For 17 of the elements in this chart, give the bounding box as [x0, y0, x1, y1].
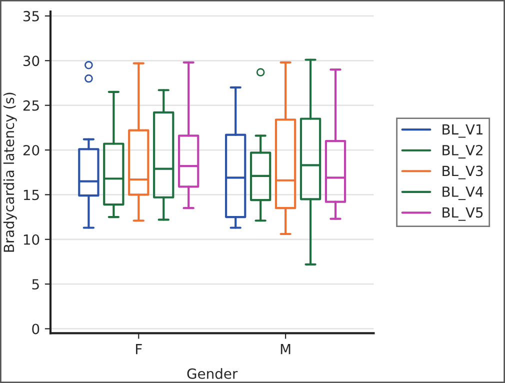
y-axis-title: Bradycardia latency (s) [3, 92, 17, 252]
x-tick-label: M [280, 344, 290, 354]
y-tick-label: 35 [23, 10, 39, 22]
y-tick-label: 25 [23, 100, 39, 111]
legend-label: BL_V4 [442, 186, 484, 200]
y-tick-label: 0 [32, 324, 40, 334]
legend-label: BL_V3 [442, 166, 483, 180]
legend-label: BL_V1 [442, 124, 483, 138]
y-tick-label: 20 [23, 144, 40, 156]
x-axis-title: Gender [187, 368, 238, 379]
legend-label: BL_V2 [442, 144, 482, 158]
y-tick-label: 30 [23, 56, 40, 66]
x-tick-label: F [136, 344, 142, 354]
y-tick-label: 10 [24, 234, 40, 245]
y-tick-label: 15 [24, 190, 39, 200]
y-tick-label: 5 [32, 279, 39, 290]
legend-label: BL_V5 [442, 207, 483, 221]
